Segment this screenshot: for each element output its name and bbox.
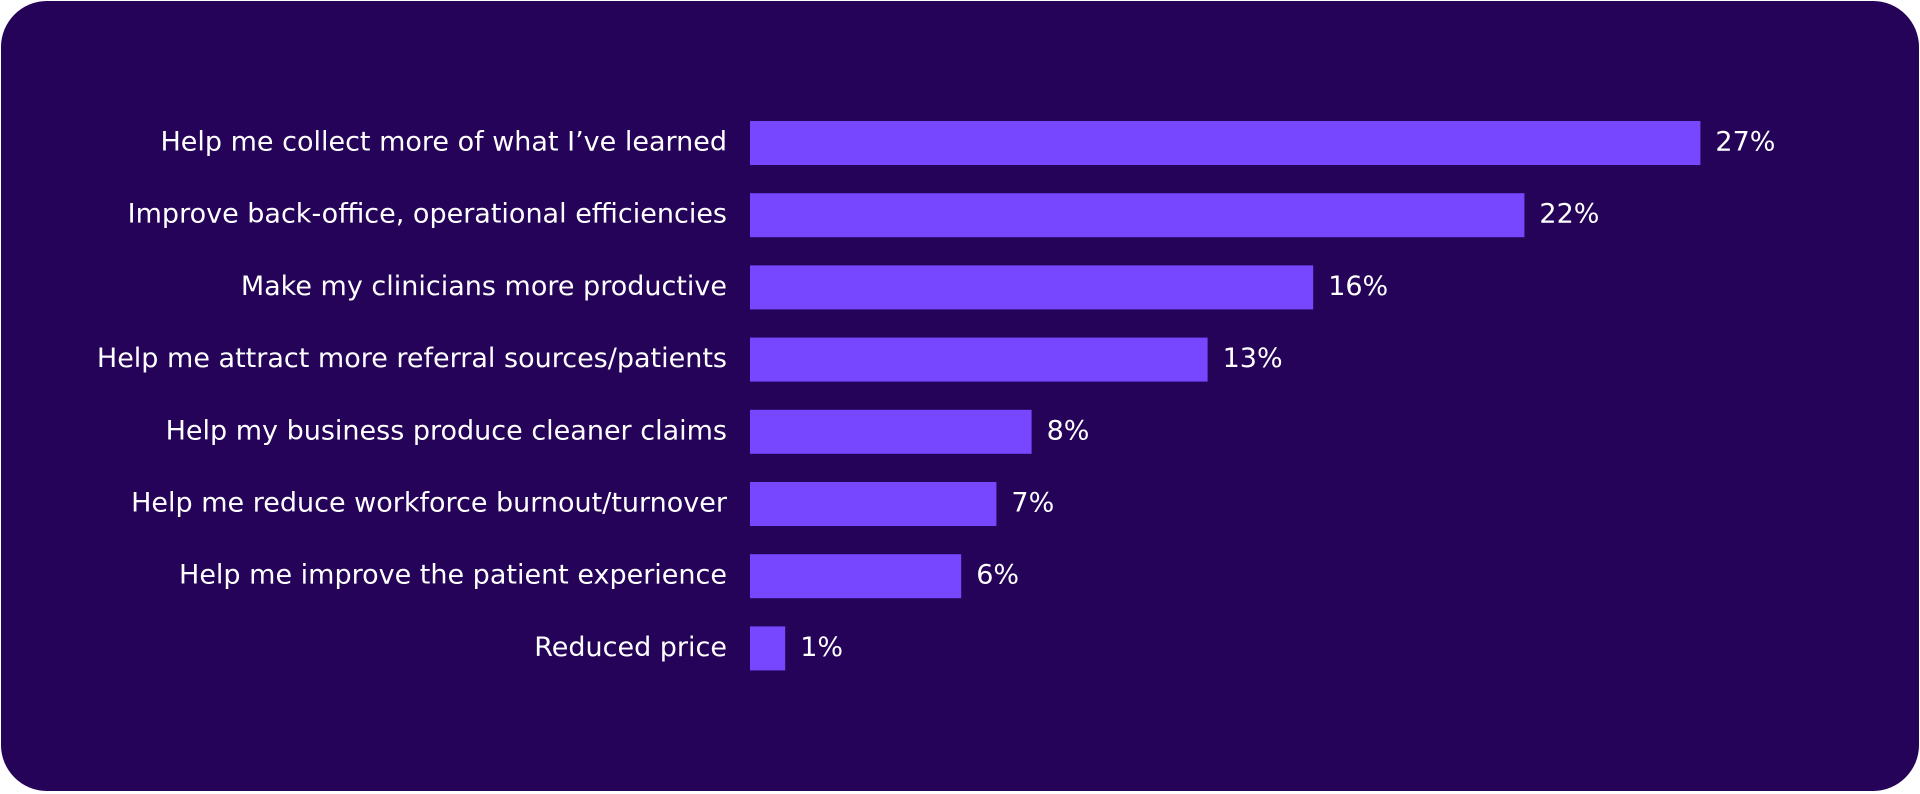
category-label: Help me collect more of what I’ve learne…: [160, 127, 727, 158]
category-label: Help me reduce workforce burnout/turnove…: [131, 488, 728, 519]
category-label: Make my clinicians more productive: [241, 271, 727, 302]
bar: [750, 409, 1032, 454]
value-label: 7%: [1011, 488, 1054, 519]
category-label: Reduced price: [534, 632, 727, 663]
category-label: Improve back-office, operational efficie…: [128, 199, 727, 230]
value-label: 27%: [1715, 127, 1775, 158]
category-label: Help me attract more referral sources/pa…: [97, 343, 727, 374]
value-label: 16%: [1328, 271, 1388, 302]
bar: [750, 265, 1314, 310]
bar: [750, 554, 962, 599]
value-label: 8%: [1047, 415, 1090, 446]
value-label: 13%: [1223, 343, 1283, 374]
bar: [750, 626, 786, 671]
category-label: Help my business produce cleaner claims: [166, 415, 727, 446]
value-label: 1%: [800, 632, 843, 663]
category-label: Help me improve the patient experience: [179, 560, 727, 591]
bar: [750, 193, 1525, 238]
bar: [750, 337, 1208, 382]
value-label: 22%: [1539, 199, 1599, 230]
bar: [750, 121, 1701, 165]
bar: [750, 482, 997, 526]
value-label: 6%: [976, 560, 1019, 591]
